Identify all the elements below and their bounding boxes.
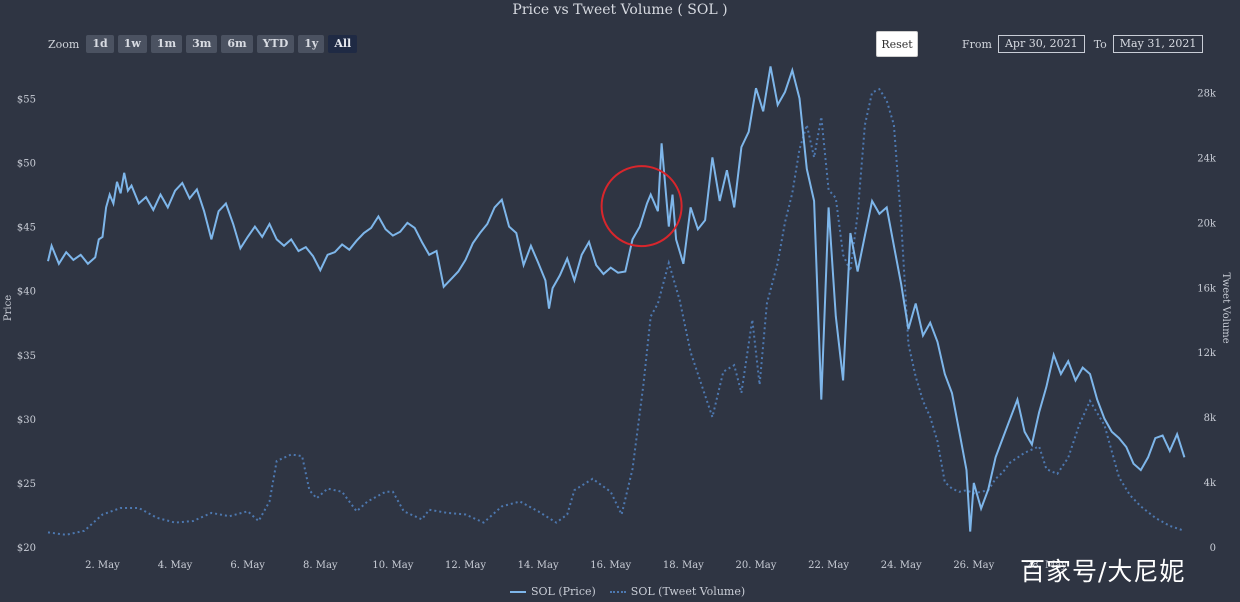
legend-tweets-label: SOL (Tweet Volume)	[630, 585, 746, 598]
x-axis-tick-label: 4. May	[158, 560, 193, 571]
legend-price-swatch	[510, 590, 526, 593]
left-axis-ticks: $20 $25 $30 $35 $40 $45 $50 $55	[17, 94, 36, 554]
right-axis-tick-label: 4k	[1204, 478, 1217, 489]
zoom-3m-button[interactable]: 3m	[186, 35, 218, 53]
zoom-label: Zoom	[48, 37, 80, 51]
right-axis-title: Tweet Volume	[1220, 272, 1231, 343]
x-axis-tick-label: 10. May	[372, 560, 413, 571]
to-label: To	[1093, 37, 1107, 51]
right-axis-tick-label: 0	[1210, 543, 1216, 554]
left-axis-title: Price	[3, 295, 14, 321]
annotation-circle	[600, 165, 683, 248]
from-label: From	[962, 37, 992, 51]
to-date-input[interactable]: May 31, 2021	[1112, 35, 1204, 53]
legend-tweets-swatch	[609, 590, 626, 593]
left-axis-tick-label: $35	[17, 351, 36, 362]
legend-item-tweets[interactable]: SOL (Tweet Volume)	[609, 585, 746, 598]
right-axis-tick-label: 24k	[1197, 153, 1217, 164]
x-axis-tick-label: 26. May	[953, 560, 994, 571]
x-axis-tick-label: 20. May	[735, 560, 776, 571]
from-date-input[interactable]: Apr 30, 2021	[997, 35, 1085, 53]
reset-zoom-button[interactable]: Reset	[876, 31, 918, 57]
left-axis-tick-label: $25	[17, 479, 36, 490]
left-axis-tick-label: $55	[17, 94, 36, 105]
chart-legend: SOL (Price) SOL (Tweet Volume)	[510, 585, 745, 598]
right-axis-tick-label: 28k	[1197, 88, 1217, 99]
x-axis-tick-label: 12. May	[445, 560, 486, 571]
x-axis-tick-label: 8. May	[303, 560, 338, 571]
zoom-1d-button[interactable]: 1d	[86, 35, 114, 53]
right-axis-tick-label: 12k	[1197, 348, 1217, 359]
zoom-6m-button[interactable]: 6m	[221, 35, 253, 53]
zoom-ytd-button[interactable]: YTD	[256, 35, 295, 53]
left-axis-tick-label: $40	[17, 287, 36, 298]
zoom-1y-button[interactable]: 1y	[298, 35, 325, 53]
zoom-1w-button[interactable]: 1w	[117, 35, 147, 53]
right-axis-tick-label: 8k	[1204, 413, 1217, 424]
date-range-selector: From Apr 30, 2021 To May 31, 2021	[962, 35, 1204, 53]
zoom-bar: Zoom 1d 1w 1m 3m 6m YTD 1y All	[48, 35, 358, 53]
left-axis-tick-label: $50	[17, 159, 36, 170]
x-axis-tick-label: 28. May	[1026, 560, 1067, 571]
x-axis-tick-label: 14. May	[518, 560, 559, 571]
x-axis-tick-label: 24. May	[881, 560, 922, 571]
price-series-line[interactable]	[47, 66, 1186, 532]
watermark: 百家号/大尼妮	[1020, 557, 1186, 586]
tweet-volume-series-line[interactable]	[47, 87, 1185, 536]
x-axis-tick-label: 16. May	[590, 560, 631, 571]
x-axis-tick-label: 2. May	[85, 560, 120, 571]
right-axis-tick-label: 16k	[1197, 283, 1217, 294]
zoom-all-button[interactable]: All	[328, 35, 358, 53]
x-axis-tick-label: 18. May	[663, 560, 704, 571]
left-axis-tick-label: $30	[17, 415, 36, 426]
chart-title: Price vs Tweet Volume ( SOL )	[512, 2, 728, 18]
x-axis-tick-label: 6. May	[230, 560, 265, 571]
legend-item-price[interactable]: SOL (Price)	[510, 585, 596, 598]
legend-price-label: SOL (Price)	[531, 585, 596, 598]
zoom-1m-button[interactable]: 1m	[150, 35, 183, 53]
right-axis-ticks: 0 4k 8k 12k 16k 20k 24k 28k	[1197, 88, 1217, 554]
left-axis-tick-label: $45	[17, 223, 36, 234]
x-axis-tick-label: 22. May	[808, 560, 849, 571]
left-axis-tick-label: $20	[17, 543, 36, 554]
right-axis-tick-label: 20k	[1197, 218, 1217, 229]
x-axis-ticks: 2. May 4. May 6. May 8. May 10. May 12. May 14…	[85, 560, 1067, 571]
